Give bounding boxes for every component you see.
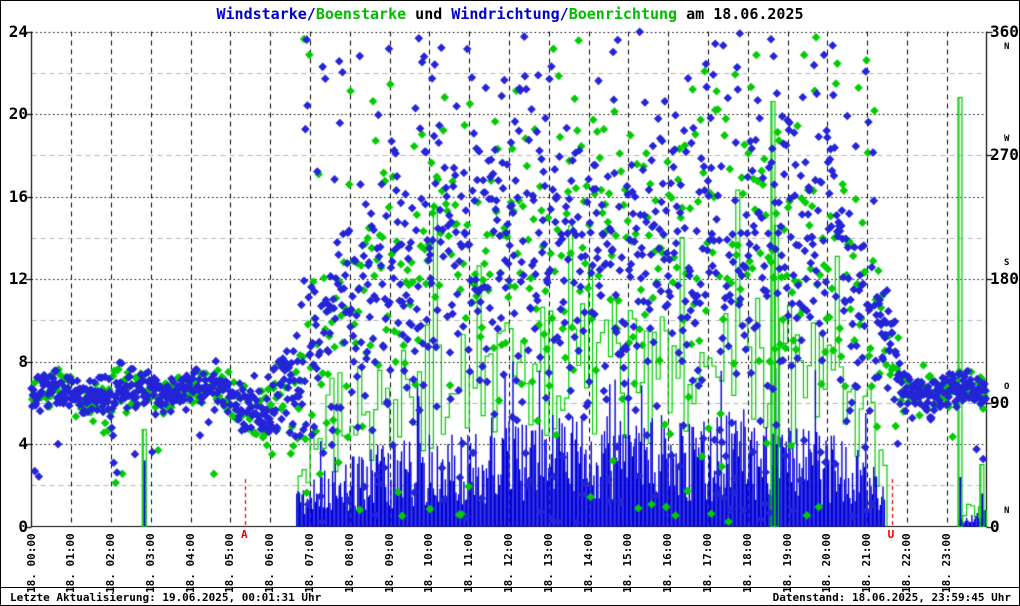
x-axis-hour-label: 18. 12:00 xyxy=(502,533,515,593)
y-left-tick-label: 12 xyxy=(8,269,28,288)
cardinal-direction-label: W xyxy=(1004,134,1010,145)
x-axis-hour-label: 18. 18:00 xyxy=(740,533,754,593)
title-conjunction: und xyxy=(406,5,452,23)
footer-separator xyxy=(1,587,1019,588)
cardinal-direction-label: O xyxy=(1004,381,1010,392)
y-right-tick-label: 360 xyxy=(990,21,1019,41)
x-axis-hour-label: 18. 15:00 xyxy=(621,533,635,593)
x-axis-hour-label: 18. 16:00 xyxy=(661,533,675,593)
x-axis-hour-label: 18. 00:00 xyxy=(24,533,38,593)
x-axis-hour-label: 18. 06:00 xyxy=(263,533,277,593)
y-left-tick-label: 24 xyxy=(8,21,28,41)
x-axis-hour-label: 18. 09:00 xyxy=(382,533,396,593)
y-left-tick-label: 0 xyxy=(18,516,28,536)
y-left-tick-label: 16 xyxy=(8,186,28,206)
x-axis-hour-label: 18. 11:00 xyxy=(462,533,476,593)
title-gust-speed: Boenstarke xyxy=(315,5,407,23)
y-right-tick-label: 90 xyxy=(990,392,1010,412)
last-update-text: Letzte Aktualisierung: 19.06.2025, 00:01… xyxy=(10,591,322,604)
y-right-tick-label: 0 xyxy=(990,516,1000,536)
x-axis-hour-label: 18. 04:00 xyxy=(183,533,197,593)
sun-marker-letter: A xyxy=(241,528,248,541)
title-wind-dir: Windrichtung/ xyxy=(451,5,569,23)
x-axis-hour-label: 18. 07:00 xyxy=(303,533,317,593)
title-wind-speed: Windstarke/ xyxy=(216,5,316,23)
y-left-tick-label: 8 xyxy=(18,351,28,371)
chart-title: Windstarke/Boenstarke und Windrichtung/B… xyxy=(1,5,1019,23)
x-axis-hour-label: 18. 13:00 xyxy=(541,533,555,593)
x-axis-hour-label: 18. 23:00 xyxy=(939,533,953,593)
y-right-tick-label: 180 xyxy=(990,269,1019,288)
x-axis-hour-label: 18. 22:00 xyxy=(899,533,913,593)
cardinal-direction-label: N xyxy=(1004,41,1010,52)
y-right-tick-label: 270 xyxy=(990,145,1019,165)
title-date: am 18.06.2025 xyxy=(677,5,804,23)
x-axis-hour-label: 18. 01:00 xyxy=(64,533,78,593)
x-axis-hour-label: 18. 02:00 xyxy=(104,533,118,593)
title-gust-dir: Boenrichtung xyxy=(568,5,678,23)
x-axis-hour-label: 18. 17:00 xyxy=(700,533,714,593)
x-axis-hour-label: 18. 14:00 xyxy=(581,533,595,593)
x-axis-hour-label: 18. 21:00 xyxy=(860,533,874,593)
x-axis-hour-label: 18. 03:00 xyxy=(143,533,157,593)
x-axis-hour-label: 18. 05:00 xyxy=(223,533,237,593)
y-left-tick-label: 20 xyxy=(8,104,28,123)
data-state-text: Datenstand: 18.06.2025, 23:59:45 Uhr xyxy=(772,591,1011,604)
x-axis-hour-label: 18. 19:00 xyxy=(780,533,794,593)
x-axis-hour-label: 18. 10:00 xyxy=(422,533,436,593)
x-axis-hour-label: 18. 20:00 xyxy=(820,533,834,593)
cardinal-direction-label: N xyxy=(1004,505,1010,516)
x-axis-hour-label: 18. 08:00 xyxy=(342,533,356,593)
y-left-tick-label: 4 xyxy=(18,434,28,453)
cardinal-direction-label: S xyxy=(1004,258,1010,268)
sun-marker-letter: U xyxy=(887,528,895,541)
